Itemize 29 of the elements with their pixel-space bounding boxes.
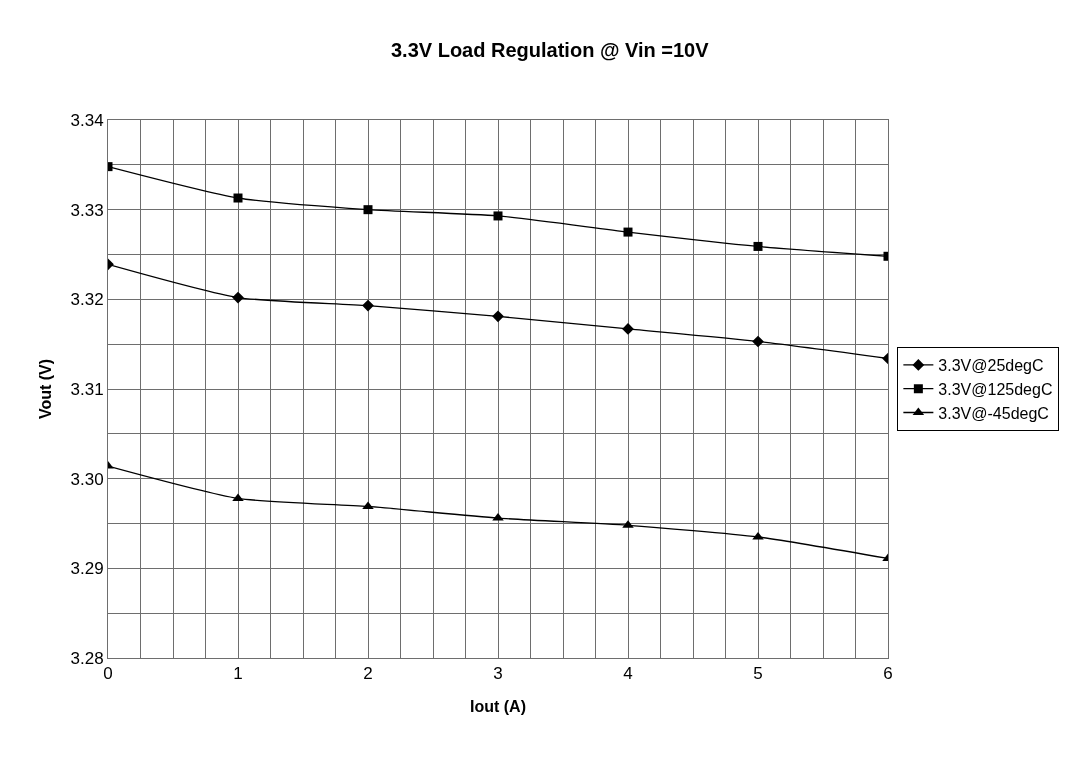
x-axis-title: Iout (A) xyxy=(470,698,526,716)
y-tick-label: 3.28 xyxy=(70,648,104,668)
point xyxy=(232,291,244,304)
point xyxy=(492,310,504,323)
y-tick-label: 3.31 xyxy=(70,379,104,399)
x-tick-label: 0 xyxy=(103,664,113,684)
x-tick-label: 3 xyxy=(493,664,503,684)
x-tick-label: 5 xyxy=(753,664,763,684)
y-tick-label: 3.33 xyxy=(70,200,104,220)
y-tick-label: 3.32 xyxy=(70,290,104,310)
point xyxy=(233,193,243,203)
point xyxy=(752,335,764,348)
y-axis-title: Vout (V) xyxy=(37,358,55,420)
x-tick-label: 6 xyxy=(883,664,893,684)
point xyxy=(753,241,763,251)
x-tick-label: 2 xyxy=(363,664,373,684)
legend-label: 3.3V@-45degC xyxy=(938,404,1049,422)
point xyxy=(493,211,503,221)
x-tick-label: 1 xyxy=(233,664,243,684)
y-tick-label: 3.30 xyxy=(70,469,104,489)
point xyxy=(363,205,373,215)
chart-title: 3.3V Load Regulation @ Vin =10V xyxy=(391,39,710,61)
y-tick-label: 3.29 xyxy=(70,559,104,579)
y-tick-label: 3.34 xyxy=(70,110,104,130)
x-tick-label: 4 xyxy=(623,664,633,684)
point xyxy=(362,299,374,312)
legend-label: 3.3V@125degC xyxy=(938,380,1053,398)
legend-label: 3.3V@25degC xyxy=(938,357,1044,375)
point xyxy=(623,227,633,237)
